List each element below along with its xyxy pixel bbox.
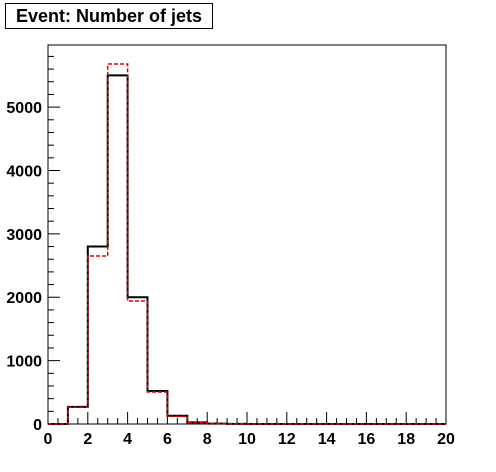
series-layer xyxy=(48,63,446,425)
x-tick-label: 14 xyxy=(318,431,336,448)
x-tick-label: 18 xyxy=(397,431,415,448)
histogram-bin xyxy=(88,247,108,424)
y-tick-label: 2000 xyxy=(6,290,42,307)
x-tick-label: 8 xyxy=(203,431,212,448)
histogram-bin xyxy=(128,301,148,424)
x-tick-label: 16 xyxy=(358,431,376,448)
histogram-line xyxy=(48,63,446,425)
histogram-bin xyxy=(128,297,148,424)
histogram-bin xyxy=(88,256,108,424)
y-tick-label: 5000 xyxy=(6,100,42,117)
x-tick-label: 12 xyxy=(278,431,296,448)
y-tick-label: 4000 xyxy=(6,163,42,180)
x-tick-label: 4 xyxy=(123,431,132,448)
x-tick-label: 6 xyxy=(163,431,172,448)
x-tick-label: 2 xyxy=(83,431,92,448)
y-tick-label: 1000 xyxy=(6,354,42,371)
x-axis: 0 2 4 6 8 10 12 14 16 18 20 xyxy=(44,412,455,448)
x-tick-label: 10 xyxy=(238,431,256,448)
histogram-series-dashed xyxy=(48,63,446,425)
y-axis: 0 1000 2000 3000 4000 5000 xyxy=(6,55,60,434)
histogram-bin xyxy=(108,64,128,424)
x-tick-label: 20 xyxy=(437,431,455,448)
y-tick-label: 3000 xyxy=(6,227,42,244)
histogram-bin xyxy=(108,75,128,424)
chart-title: Event: Number of jets xyxy=(5,3,214,29)
y-tick-label: 0 xyxy=(33,417,42,434)
x-tick-label: 0 xyxy=(44,431,53,448)
